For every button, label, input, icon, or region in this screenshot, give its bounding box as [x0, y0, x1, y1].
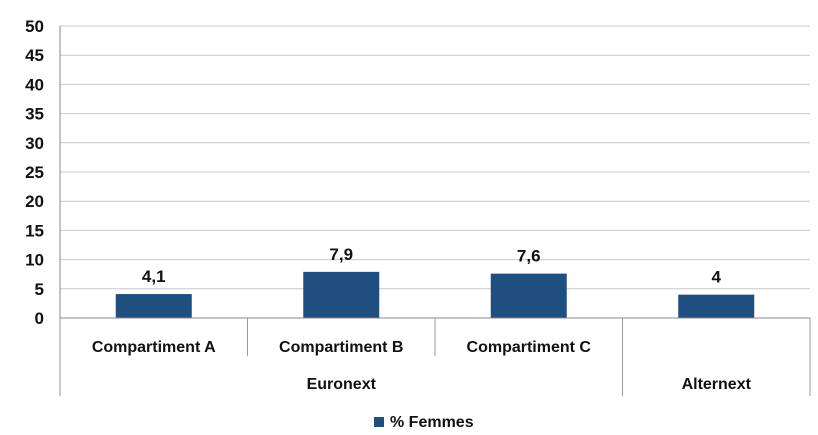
y-tick-label: 35 [25, 105, 44, 124]
data-label: 7,9 [329, 245, 353, 264]
legend-label: % Femmes [390, 414, 474, 431]
y-tick-label: 40 [25, 75, 44, 94]
category-label: Compartiment A [92, 339, 216, 356]
data-label: 4,1 [142, 267, 166, 286]
category-label: Compartiment B [279, 339, 403, 356]
y-axis: 0 5 10 15 20 25 30 35 40 45 50 [25, 17, 61, 328]
gridlines [60, 25, 810, 319]
y-tick-label: 10 [25, 251, 44, 270]
y-tick-label: 30 [25, 134, 44, 153]
y-tick-label: 0 [35, 309, 44, 328]
group-label-alternext: Alternext [682, 376, 752, 393]
y-tick-label: 45 [25, 46, 44, 65]
bar [490, 273, 567, 318]
y-tick-label: 5 [35, 280, 44, 299]
data-labels: 4,1 7,9 7,6 4 [142, 245, 722, 287]
x-axis: Compartiment A Compartiment B Compartiment… [59, 317, 811, 396]
data-label: 7,6 [517, 247, 541, 266]
y-tick-label: 25 [25, 163, 44, 182]
legend-swatch [374, 417, 384, 427]
legend: % Femmes [374, 414, 474, 431]
group-label-euronext: Euronext [307, 376, 377, 393]
y-tick-label: 15 [25, 221, 44, 240]
data-label: 4 [712, 268, 722, 287]
category-label: Compartiment C [467, 339, 592, 356]
bars [115, 271, 755, 318]
bar [303, 271, 380, 318]
bar [678, 294, 755, 318]
bar [115, 294, 192, 318]
y-tick-label: 20 [25, 192, 44, 211]
y-tick-label: 50 [25, 17, 44, 36]
